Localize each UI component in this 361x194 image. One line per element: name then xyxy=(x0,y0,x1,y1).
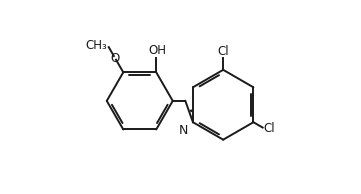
Text: N: N xyxy=(179,124,188,137)
Text: Cl: Cl xyxy=(217,45,229,58)
Text: O: O xyxy=(110,52,119,65)
Text: OH: OH xyxy=(148,44,166,57)
Text: CH₃: CH₃ xyxy=(85,39,107,52)
Text: Cl: Cl xyxy=(264,122,275,135)
